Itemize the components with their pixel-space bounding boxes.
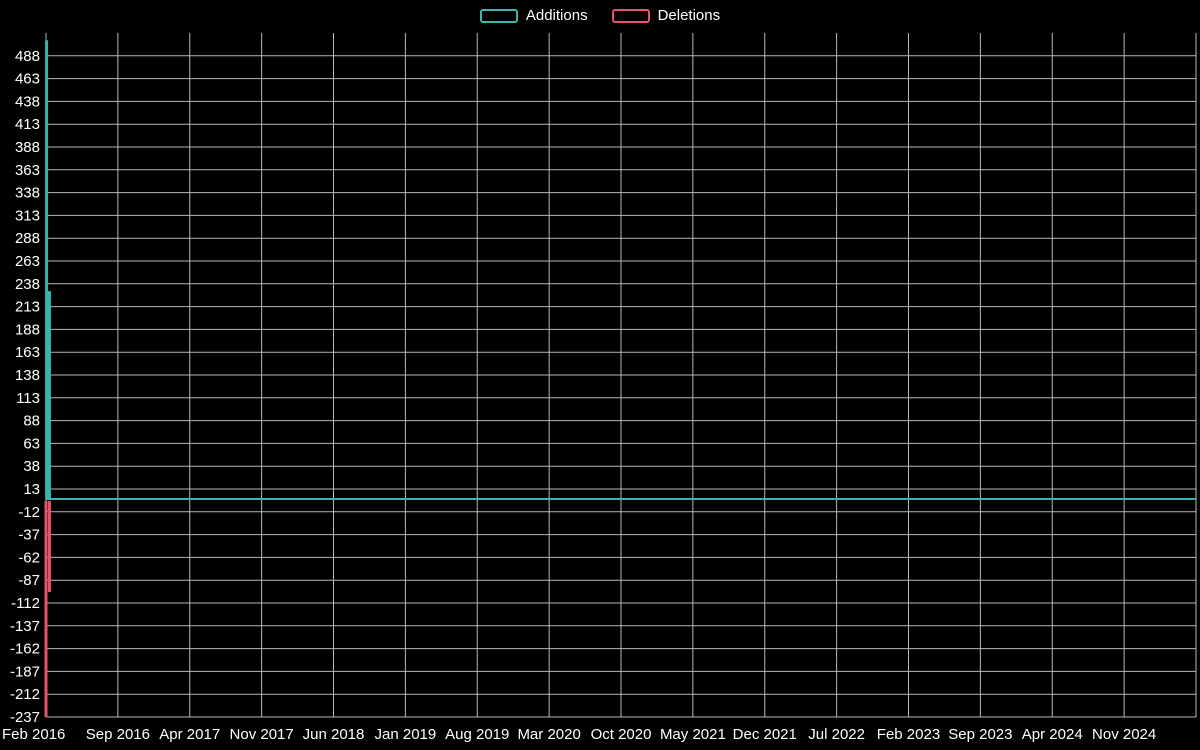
y-tick-label: 88 (23, 413, 40, 430)
y-tick-label: 13 (23, 481, 40, 498)
y-tick-label: 363 (15, 162, 40, 179)
additions-legend-label: Additions (525, 7, 588, 24)
x-tick-label: Jan 2019 (375, 726, 437, 743)
x-tick-label: Dec 2021 (733, 726, 797, 743)
y-tick-label: 438 (15, 93, 40, 110)
y-tick-label: 188 (15, 321, 40, 338)
y-tick-label: -62 (18, 549, 40, 566)
legend-item-additions[interactable]: Additions (479, 7, 588, 24)
additions-legend-swatch-icon (479, 8, 518, 23)
x-tick-label: Apr 2024 (1022, 726, 1083, 743)
x-tick-label: Feb 2016 (2, 726, 65, 743)
y-tick-label: 163 (15, 344, 40, 361)
y-tick-label: -137 (10, 618, 40, 635)
x-tick-label: Mar 2020 (517, 726, 580, 743)
y-tick-label: 338 (15, 185, 40, 202)
y-tick-label: 213 (15, 299, 40, 316)
y-tick-label: -162 (10, 641, 40, 658)
x-tick-label: Nov 2024 (1092, 726, 1156, 743)
y-tick-label: -12 (18, 504, 40, 521)
x-tick-label: May 2021 (660, 726, 726, 743)
deletions-legend-label: Deletions (657, 7, 721, 24)
x-tick-label: Nov 2017 (230, 726, 294, 743)
deletions-legend-swatch-icon (611, 8, 650, 23)
y-tick-label: 463 (15, 71, 40, 88)
y-tick-label: 313 (15, 207, 40, 224)
x-tick-label: Oct 2020 (591, 726, 652, 743)
x-tick-label: Sep 2016 (86, 726, 150, 743)
y-tick-label: -237 (10, 709, 40, 726)
legend-item-deletions[interactable]: Deletions (611, 7, 721, 24)
y-tick-label: -212 (10, 686, 40, 703)
x-tick-label: Feb 2023 (877, 726, 940, 743)
y-tick-label: -187 (10, 663, 40, 680)
y-tick-label: 263 (15, 253, 40, 270)
y-tick-label: 38 (23, 458, 40, 475)
y-tick-label: 113 (16, 390, 40, 407)
y-tick-label: 138 (15, 367, 40, 384)
y-tick-label: 238 (15, 276, 40, 293)
y-tick-label: -87 (18, 572, 40, 589)
x-tick-label: Sep 2023 (948, 726, 1012, 743)
y-tick-label: -112 (11, 595, 40, 612)
y-tick-label: 413 (15, 116, 40, 133)
y-tick-label: 288 (15, 230, 40, 247)
x-tick-label: Aug 2019 (445, 726, 509, 743)
y-tick-label: 488 (15, 48, 40, 65)
y-tick-label: 388 (15, 139, 40, 156)
x-tick-label: Jun 2018 (303, 726, 365, 743)
y-tick-label: 63 (23, 435, 40, 452)
y-tick-label: -37 (18, 527, 40, 544)
x-tick-label: Jul 2022 (808, 726, 865, 743)
x-tick-label: Apr 2017 (159, 726, 220, 743)
chart-legend: Additions Deletions (0, 7, 1200, 24)
